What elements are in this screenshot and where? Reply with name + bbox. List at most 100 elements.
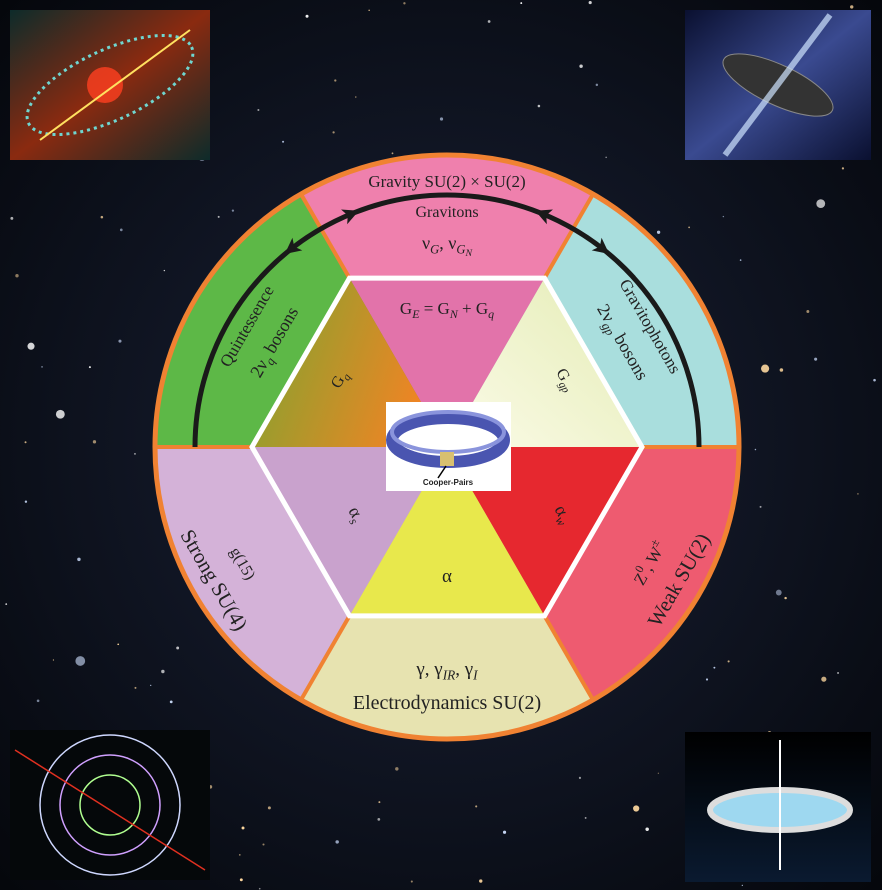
star <box>118 339 122 343</box>
label: α <box>442 566 452 587</box>
star <box>258 887 261 890</box>
star <box>656 230 661 234</box>
label-part: E <box>411 307 420 321</box>
label-part: I <box>472 668 478 683</box>
star <box>355 96 357 98</box>
label-part: G <box>430 242 439 256</box>
star <box>479 879 483 883</box>
arrowhead <box>341 209 359 225</box>
star <box>588 1 592 5</box>
outer-circle <box>152 152 742 742</box>
star <box>475 805 478 808</box>
star <box>176 646 180 650</box>
star <box>657 772 659 774</box>
star <box>257 109 260 112</box>
label-group: GE = GN + Gq <box>400 299 494 321</box>
corner-image <box>10 730 210 880</box>
star <box>161 669 165 674</box>
label-part: q <box>488 307 494 321</box>
star <box>391 152 394 155</box>
label-part: α <box>442 566 452 587</box>
corner-image <box>10 10 210 160</box>
corner-image <box>685 10 871 160</box>
star <box>334 79 337 82</box>
star <box>520 2 523 4</box>
star <box>821 676 827 682</box>
star <box>92 440 97 444</box>
star <box>134 686 137 689</box>
arrowhead <box>284 237 303 254</box>
star <box>595 83 599 87</box>
star <box>41 366 43 368</box>
star <box>502 830 507 834</box>
label: Gravity SU(2) × SU(2) <box>368 172 525 191</box>
star <box>873 378 876 382</box>
star <box>332 131 335 134</box>
star <box>814 357 818 361</box>
star <box>282 140 285 143</box>
star <box>727 660 730 663</box>
star <box>241 826 245 830</box>
star <box>10 216 14 220</box>
star <box>633 805 640 812</box>
star <box>487 20 491 23</box>
label-part: s <box>346 516 361 527</box>
star <box>24 500 28 503</box>
label-group: Gravity SU(2) × SU(2) Gravitons νG, νGN <box>368 172 525 259</box>
star <box>754 448 757 451</box>
label-part: Electrodynamics SU(2) <box>353 692 541 714</box>
label-part: IR <box>442 668 456 683</box>
star <box>645 827 649 831</box>
hexagon <box>249 275 645 619</box>
star <box>36 699 40 703</box>
star <box>784 596 787 600</box>
star <box>134 452 136 455</box>
star <box>55 409 65 419</box>
label-group: Gq <box>328 368 354 393</box>
star <box>368 9 370 11</box>
star <box>837 672 840 674</box>
inner-triangle <box>349 447 545 616</box>
star <box>262 843 265 846</box>
label: Gq <box>328 368 354 393</box>
label-part: = G <box>419 299 449 318</box>
star <box>163 269 166 272</box>
sector-divider <box>542 193 595 280</box>
star <box>117 643 120 646</box>
label: νG, νGN <box>422 233 474 259</box>
star <box>395 767 399 771</box>
star <box>5 603 8 605</box>
label: γ, γIR, γI <box>415 659 478 682</box>
pair-icon <box>440 452 454 466</box>
label-part: , γ <box>455 659 473 680</box>
arrowhead <box>591 237 610 254</box>
label-part: G <box>456 242 465 256</box>
star <box>24 441 27 444</box>
label: Gravitons <box>415 204 478 221</box>
label-group: γ, γIR, γI Electrodynamics SU(2) <box>353 659 541 713</box>
star <box>584 817 587 819</box>
star <box>77 557 81 562</box>
label-part: + G <box>458 299 488 318</box>
star <box>841 167 845 170</box>
image-caption: Cooper-Pairs <box>423 478 474 487</box>
star <box>779 368 784 372</box>
star <box>119 228 123 232</box>
label-part: G <box>400 299 412 318</box>
star <box>713 666 716 669</box>
star <box>579 64 583 68</box>
label-part: N <box>464 248 473 259</box>
label-part: Gravity SU(2) × SU(2) <box>368 172 525 191</box>
star <box>688 226 691 229</box>
star <box>217 215 220 218</box>
star <box>27 342 35 350</box>
label-group: α <box>442 566 452 587</box>
star <box>705 678 709 681</box>
star <box>378 801 381 804</box>
label: Electrodynamics SU(2) <box>353 692 541 714</box>
star <box>267 806 271 810</box>
star <box>741 884 743 886</box>
star <box>816 199 826 209</box>
star <box>75 656 86 666</box>
